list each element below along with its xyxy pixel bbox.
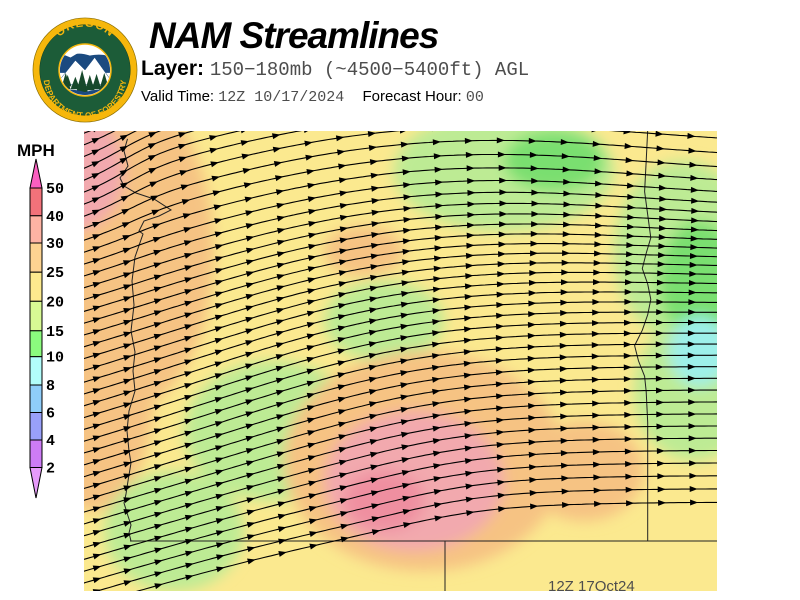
svg-text:25: 25 bbox=[46, 265, 64, 282]
svg-text:2: 2 bbox=[46, 461, 55, 478]
svg-text:4: 4 bbox=[46, 433, 55, 450]
svg-text:20: 20 bbox=[46, 294, 64, 311]
svg-text:40: 40 bbox=[46, 209, 64, 226]
svg-text:10: 10 bbox=[46, 350, 64, 367]
svg-text:50: 50 bbox=[46, 181, 64, 198]
svg-text:15: 15 bbox=[46, 324, 64, 341]
svg-text:8: 8 bbox=[46, 378, 55, 395]
svg-text:6: 6 bbox=[46, 406, 55, 423]
svg-text:30: 30 bbox=[46, 236, 64, 253]
